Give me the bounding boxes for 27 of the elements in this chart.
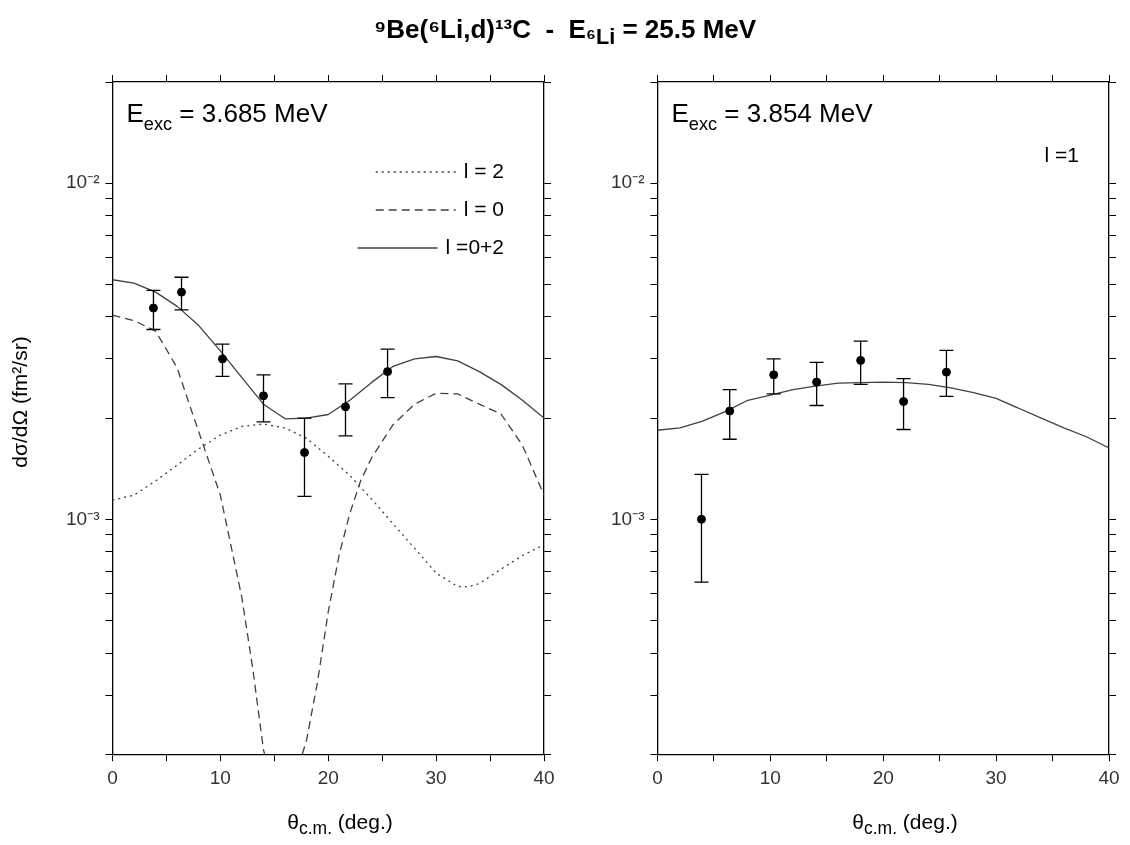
x-axis-title: θ$_{c.m.}$ (deg.)	[286, 809, 394, 839]
y-tick-label: 10⁻³	[65, 507, 100, 529]
point	[383, 367, 393, 377]
x-tick-label: 30	[425, 766, 447, 788]
x-tick-label: 0	[652, 766, 663, 788]
x-tick-label: 20	[317, 766, 339, 788]
x-tick-label: 10	[759, 766, 781, 788]
annotation: l =1	[1044, 143, 1080, 166]
y-axis-title: dσ/dΩ (fm²/sr)	[8, 335, 32, 470]
legend-label: l =0+2	[445, 234, 504, 258]
x-tick-label: 10	[209, 766, 231, 788]
chart-title: ⁹Be(⁶Li,d)¹³C - E$_{⁶Li}$ = 25.5 MeV	[372, 14, 758, 51]
x-tick-label: 0	[107, 766, 118, 788]
point	[300, 448, 309, 458]
x-tick-label: 40	[1098, 766, 1120, 788]
y-tick-label: 10⁻³	[610, 507, 645, 529]
x-tick-label: 20	[872, 766, 894, 788]
x-tick-label: 30	[985, 766, 1007, 788]
point	[899, 397, 909, 407]
x-tick-label: 40	[533, 766, 555, 788]
point	[696, 514, 706, 524]
y-tick-label: 10⁻²	[65, 171, 100, 193]
legend-label: l = 0	[463, 196, 504, 220]
legend-label: l = 2	[463, 158, 504, 182]
point	[856, 355, 866, 365]
x-axis-title: θ$_{c.m.}$ (deg.)	[851, 809, 959, 839]
y-tick-label: 10⁻²	[610, 171, 645, 193]
